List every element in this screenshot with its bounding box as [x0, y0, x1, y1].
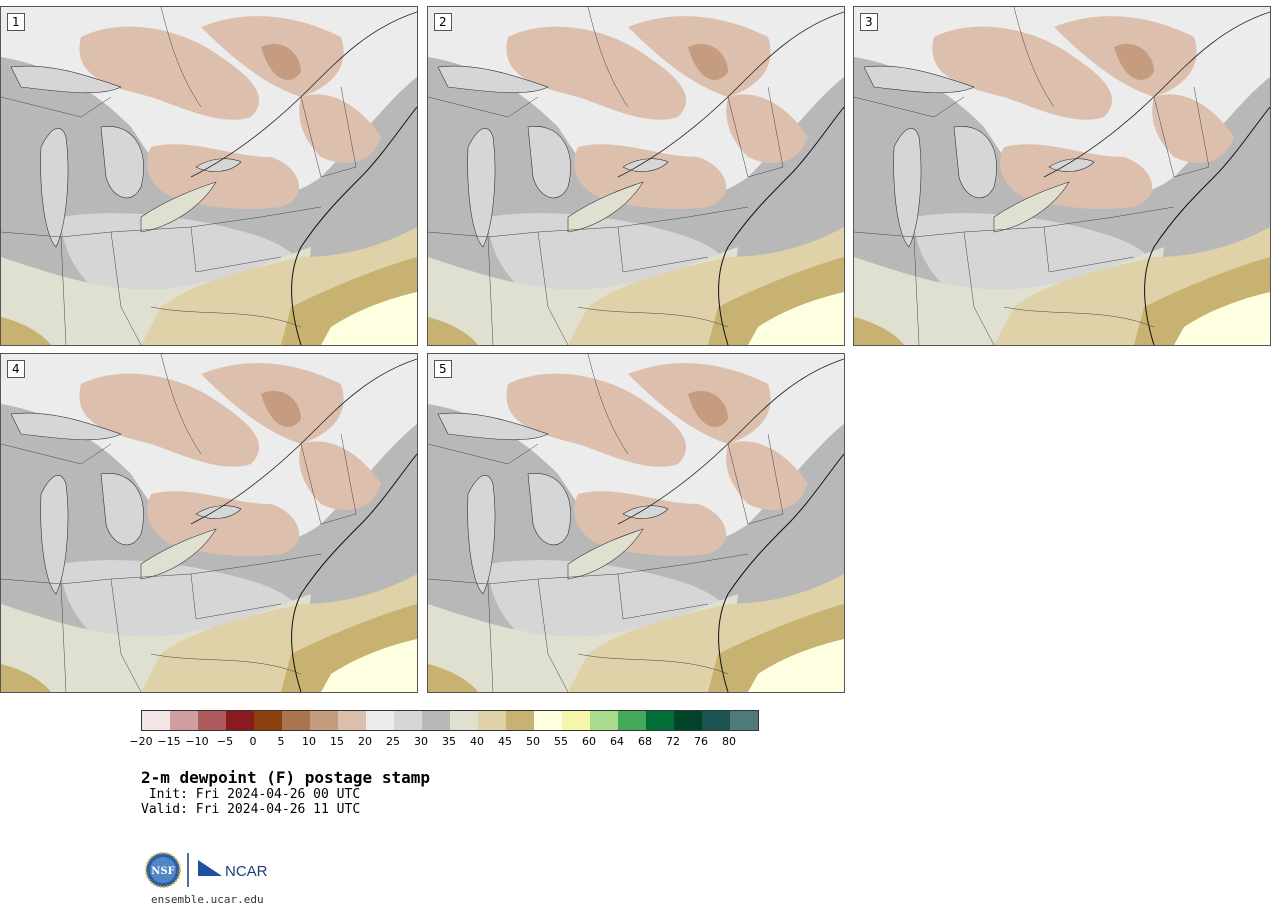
dewpoint-map-2 — [428, 7, 844, 345]
ncar-logo-text: NCAR — [225, 863, 268, 880]
colorbar-tick-label: 55 — [554, 735, 568, 748]
colorbar-tick-label: 20 — [358, 735, 372, 748]
colorbar-swatch — [198, 711, 226, 730]
map-panel-3: 3 — [853, 6, 1271, 346]
colorbar-tick-label: 50 — [526, 735, 540, 748]
colorbar-swatch — [394, 711, 422, 730]
panel-number: 3 — [860, 13, 878, 31]
colorbar-swatch — [702, 711, 730, 730]
colorbar-swatch — [310, 711, 338, 730]
panel-number: 5 — [434, 360, 452, 378]
colorbar-tick-label: 64 — [610, 735, 624, 748]
nsf-logo-text: NSF — [151, 866, 174, 877]
panel-number: 1 — [7, 13, 25, 31]
map-panel-5: 5 — [427, 353, 845, 693]
colorbar-swatch — [226, 711, 254, 730]
panel-number: 2 — [434, 13, 452, 31]
map-panel-1: 1 — [0, 6, 418, 346]
colorbar-tick-label: 60 — [582, 735, 596, 748]
map-panel-2: 2 — [427, 6, 845, 346]
colorbar-swatches — [141, 710, 759, 731]
panel-number: 4 — [7, 360, 25, 378]
init-time: Init: Fri 2024-04-26 00 UTC — [141, 787, 361, 802]
colorbar-tick-label: −15 — [157, 735, 181, 748]
colorbar-tick-label: −20 — [129, 735, 153, 748]
colorbar-tick-label: 80 — [722, 735, 736, 748]
colorbar-tick-label: −10 — [185, 735, 209, 748]
colorbar-swatch — [562, 711, 590, 730]
colorbar-tick-label: 5 — [277, 735, 285, 748]
colorbar-swatch — [282, 711, 310, 730]
colorbar-swatch — [422, 711, 450, 730]
colorbar-swatch — [506, 711, 534, 730]
colorbar-tick-label: 25 — [386, 735, 400, 748]
colorbar-swatch — [366, 711, 394, 730]
colorbar-tick-label: 10 — [302, 735, 316, 748]
colorbar-tick-label: 45 — [498, 735, 512, 748]
colorbar-tick-label: 15 — [330, 735, 344, 748]
map-panel-4: 4 — [0, 353, 418, 693]
valid-time: Valid: Fri 2024-04-26 11 UTC — [141, 802, 361, 817]
dewpoint-map-4 — [1, 354, 417, 692]
colorbar-swatch — [590, 711, 618, 730]
colorbar-tick-label: 40 — [470, 735, 484, 748]
dewpoint-map-3 — [854, 7, 1270, 345]
colorbar-tick-label: 35 — [442, 735, 456, 748]
colorbar-swatch — [534, 711, 562, 730]
dewpoint-map-1 — [1, 7, 417, 345]
colorbar-swatch — [450, 711, 478, 730]
colorbar-tick-label: 0 — [249, 735, 257, 748]
colorbar-tick-label: 30 — [414, 735, 428, 748]
colorbar-tick-label: 76 — [694, 735, 708, 748]
colorbar-swatch — [170, 711, 198, 730]
colorbar-swatch — [478, 711, 506, 730]
colorbar-swatch — [338, 711, 366, 730]
nsf-ncar-logo: NSF NCAR — [144, 850, 274, 894]
dewpoint-map-5 — [428, 354, 844, 692]
colorbar-swatch — [674, 711, 702, 730]
page-title: 2-m dewpoint (F) postage stamp — [141, 768, 430, 787]
colorbar-tick-label: −5 — [216, 735, 234, 748]
colorbar-swatch — [646, 711, 674, 730]
colorbar-tick-label: 72 — [666, 735, 680, 748]
colorbar-swatch — [254, 711, 282, 730]
colorbar-swatch — [618, 711, 646, 730]
site-url: ensemble.ucar.edu — [151, 893, 264, 906]
colorbar-swatch — [142, 711, 170, 730]
colorbar-swatch — [730, 711, 758, 730]
colorbar-tick-label: 68 — [638, 735, 652, 748]
